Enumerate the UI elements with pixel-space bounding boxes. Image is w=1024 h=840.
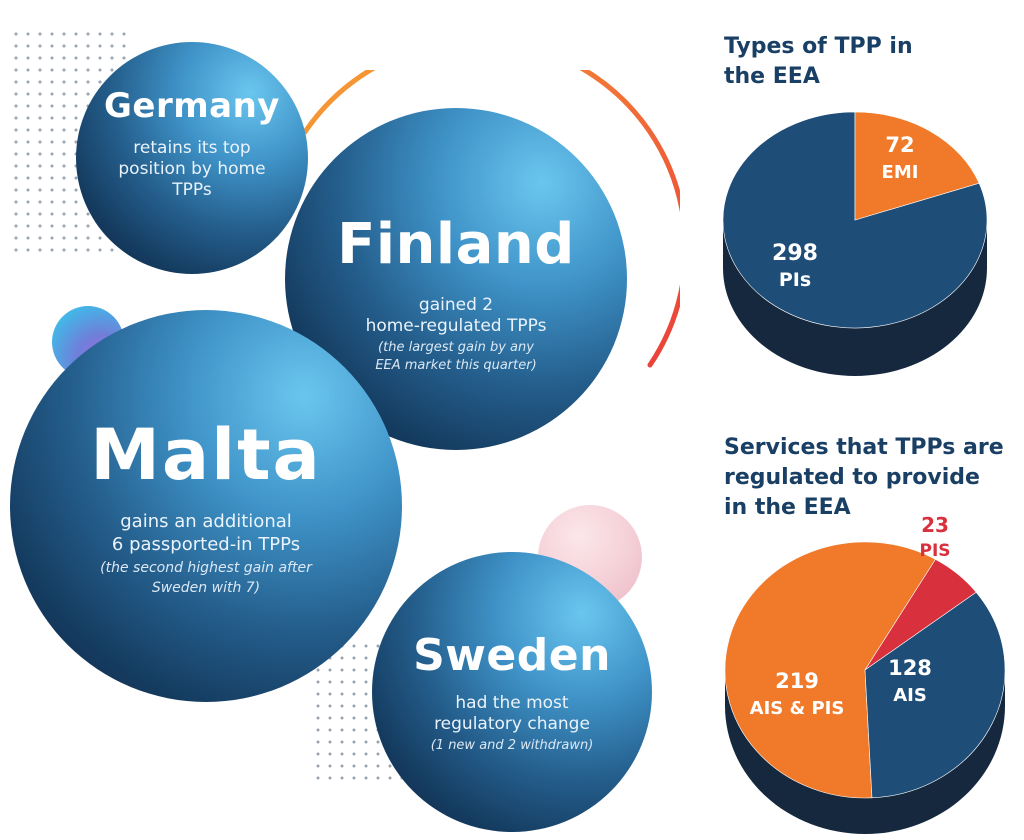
chart2-title-line1: Services that TPPs are: [724, 435, 1004, 460]
malta-description-line2: 6 passported-in TPPs: [111, 534, 301, 555]
chart2-title: Services that TPPs are regulated to prov…: [724, 433, 1004, 523]
pie-value-label: 23: [921, 513, 949, 537]
pie-value-label: 219: [775, 669, 819, 693]
pie-category-label: PIS: [919, 541, 950, 561]
sweden-description-line1: had the most: [455, 693, 569, 713]
pie-slice-emi: [854, 111, 980, 221]
germany-bubble: Germany retains its top position by home…: [76, 42, 308, 274]
pie-value-label: 72: [885, 133, 914, 157]
chart1-title-line2: the EEA: [724, 64, 820, 89]
finland-description-line1: gained 2: [418, 295, 494, 315]
pie-category-label: EMI: [882, 162, 919, 183]
chart2-title-line2: regulated to provide: [724, 465, 980, 490]
pie-slice-ais: [864, 591, 1006, 799]
pie-slice-pis: [722, 111, 988, 329]
pie-category-label: AIS & PIS: [750, 698, 845, 719]
pie-side: [725, 670, 1005, 834]
chart1-title-line1: Types of TPP in: [724, 34, 913, 59]
chart1-title: Types of TPP in the EEA: [724, 32, 913, 92]
chart1-pie: 298 PIs 72 EMI: [722, 111, 988, 376]
decorative-arc: [302, 70, 680, 368]
pie-category-label: AIS: [893, 685, 927, 706]
pie-value-label: 128: [888, 656, 932, 680]
germany-description: retains its top position by home TPPs: [118, 138, 266, 200]
pie-value-label: 298: [772, 241, 818, 266]
malta-country-name: Malta: [90, 414, 322, 496]
chart2-title-line3: in the EEA: [724, 495, 851, 520]
finland-country-name: Finland: [337, 212, 575, 277]
malta-bubble: Malta gains an additional 6 passported-i…: [10, 310, 402, 702]
sweden-note-line1: (1 new and 2 withdrawn): [430, 738, 594, 753]
finland-note-line2: EEA market this quarter): [375, 358, 537, 373]
finland-description-line2: home-regulated TPPs: [365, 316, 547, 336]
sweden-country-name: Sweden: [413, 630, 611, 681]
sweden-description-line2: regulatory change: [434, 714, 590, 734]
pie-side: [723, 220, 987, 376]
pie-slice-ais-pis: [724, 541, 936, 799]
malta-note-line1: (the second highest gain after: [100, 560, 312, 576]
malta-note-line2: Sweden with 7): [151, 580, 261, 596]
germany-country-name: Germany: [104, 86, 280, 126]
malta-description-line1: gains an additional: [120, 511, 292, 532]
finland-note-line1: (the largest gain by any: [378, 340, 534, 355]
chart2-pie: 219 AIS & PIS 23 PIS 128 AIS: [724, 513, 1006, 834]
pie-category-label: PIs: [779, 269, 811, 291]
sweden-bubble: Sweden had the most regulatory change (1…: [372, 552, 652, 832]
